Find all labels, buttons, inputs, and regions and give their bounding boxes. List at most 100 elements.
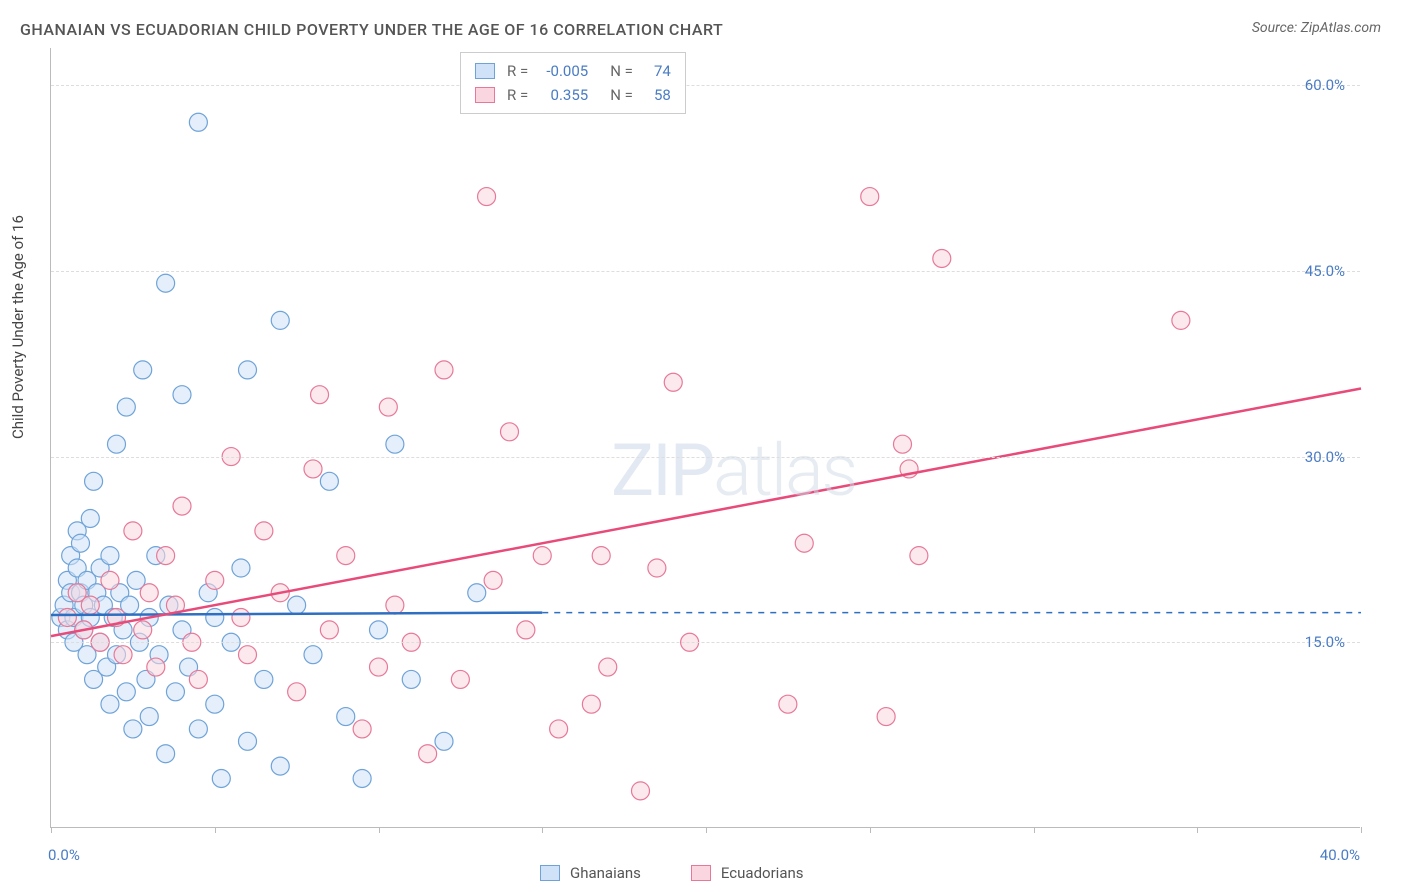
gridline xyxy=(51,85,1360,86)
data-point xyxy=(271,311,289,329)
data-point xyxy=(239,646,257,664)
y-tick-label: 60.0% xyxy=(1305,76,1345,94)
data-point xyxy=(134,621,152,639)
data-point xyxy=(271,757,289,775)
data-point xyxy=(311,386,329,404)
data-point xyxy=(402,670,420,688)
data-point xyxy=(117,398,135,416)
x-tick-mark xyxy=(379,827,380,833)
data-point xyxy=(239,361,257,379)
legend-stats-row: R = -0.005 N = 74 xyxy=(475,59,671,83)
legend-stats-row: R =0.355N =58 xyxy=(475,83,671,107)
data-point xyxy=(173,386,191,404)
data-point xyxy=(157,745,175,763)
data-point xyxy=(58,609,76,627)
data-point xyxy=(124,720,142,738)
data-point xyxy=(379,398,397,416)
data-point xyxy=(451,670,469,688)
x-tick-mark xyxy=(542,827,543,833)
data-point xyxy=(117,683,135,701)
trend-line xyxy=(51,388,1361,636)
data-point xyxy=(101,571,119,589)
data-point xyxy=(386,435,404,453)
data-point xyxy=(140,708,158,726)
data-point xyxy=(189,113,207,131)
data-point xyxy=(320,472,338,490)
data-point xyxy=(861,188,879,206)
legend-n-label: N = xyxy=(610,62,633,80)
data-point xyxy=(337,547,355,565)
source-label: Source: ZipAtlas.com xyxy=(1252,20,1381,36)
data-point xyxy=(386,596,404,614)
data-point xyxy=(147,658,165,676)
x-tick-mark xyxy=(1361,827,1362,833)
x-tick-label: 0.0% xyxy=(48,846,80,864)
data-point xyxy=(582,695,600,713)
data-point xyxy=(1172,311,1190,329)
data-point xyxy=(632,782,650,800)
legend-label: Ghanaians xyxy=(570,864,641,882)
legend-swatch xyxy=(475,87,495,103)
data-point xyxy=(85,472,103,490)
data-point xyxy=(255,522,273,540)
data-point xyxy=(101,547,119,565)
data-point xyxy=(212,769,230,787)
data-point xyxy=(108,435,126,453)
data-point xyxy=(468,584,486,602)
data-point xyxy=(599,658,617,676)
legend-swatch xyxy=(691,865,711,881)
data-point xyxy=(478,188,496,206)
data-point xyxy=(288,683,306,701)
data-point xyxy=(189,670,207,688)
legend-item: Ghanaians xyxy=(540,864,641,882)
plot-svg xyxy=(51,48,1360,827)
legend-r-label: R = xyxy=(507,86,528,104)
data-point xyxy=(140,584,158,602)
data-point xyxy=(353,720,371,738)
legend-swatch xyxy=(475,63,495,79)
data-point xyxy=(648,559,666,577)
data-point xyxy=(370,621,388,639)
data-point xyxy=(189,720,207,738)
y-tick-label: 45.0% xyxy=(1305,262,1345,280)
y-tick-label: 15.0% xyxy=(1305,633,1345,651)
data-point xyxy=(134,361,152,379)
y-axis-label: Child Poverty Under the Age of 16 xyxy=(9,215,27,439)
legend-r-label: R = xyxy=(507,62,528,80)
data-point xyxy=(435,732,453,750)
legend-item: Ecuadorians xyxy=(691,864,804,882)
data-point xyxy=(114,646,132,664)
data-point xyxy=(550,720,568,738)
data-point xyxy=(101,695,119,713)
data-point xyxy=(779,695,797,713)
data-point xyxy=(664,373,682,391)
data-point xyxy=(337,708,355,726)
data-point xyxy=(206,571,224,589)
data-point xyxy=(206,609,224,627)
chart-title: GHANAIAN VS ECUADORIAN CHILD POVERTY UND… xyxy=(20,20,723,39)
data-point xyxy=(592,547,610,565)
x-tick-label: 40.0% xyxy=(1320,846,1360,864)
legend-label: Ecuadorians xyxy=(721,864,804,882)
x-tick-mark xyxy=(1034,827,1035,833)
data-point xyxy=(124,522,142,540)
plot-area: ZIPatlas 15.0%30.0%45.0%60.0% xyxy=(50,48,1360,828)
data-point xyxy=(173,497,191,515)
x-tick-mark xyxy=(706,827,707,833)
data-point xyxy=(232,559,250,577)
data-point xyxy=(304,646,322,664)
data-point xyxy=(533,547,551,565)
legend-n-label: N = xyxy=(610,86,633,104)
gridline xyxy=(51,271,1360,272)
data-point xyxy=(517,621,535,639)
x-tick-mark xyxy=(51,827,52,833)
data-point xyxy=(304,460,322,478)
data-point xyxy=(501,423,519,441)
legend-r-value: -0.005 xyxy=(536,62,588,80)
legend-n-value: 74 xyxy=(641,62,671,80)
legend-bottom: Ghanaians Ecuadorians xyxy=(540,864,804,882)
x-tick-mark xyxy=(870,827,871,833)
data-point xyxy=(910,547,928,565)
data-point xyxy=(419,745,437,763)
data-point xyxy=(71,534,89,552)
